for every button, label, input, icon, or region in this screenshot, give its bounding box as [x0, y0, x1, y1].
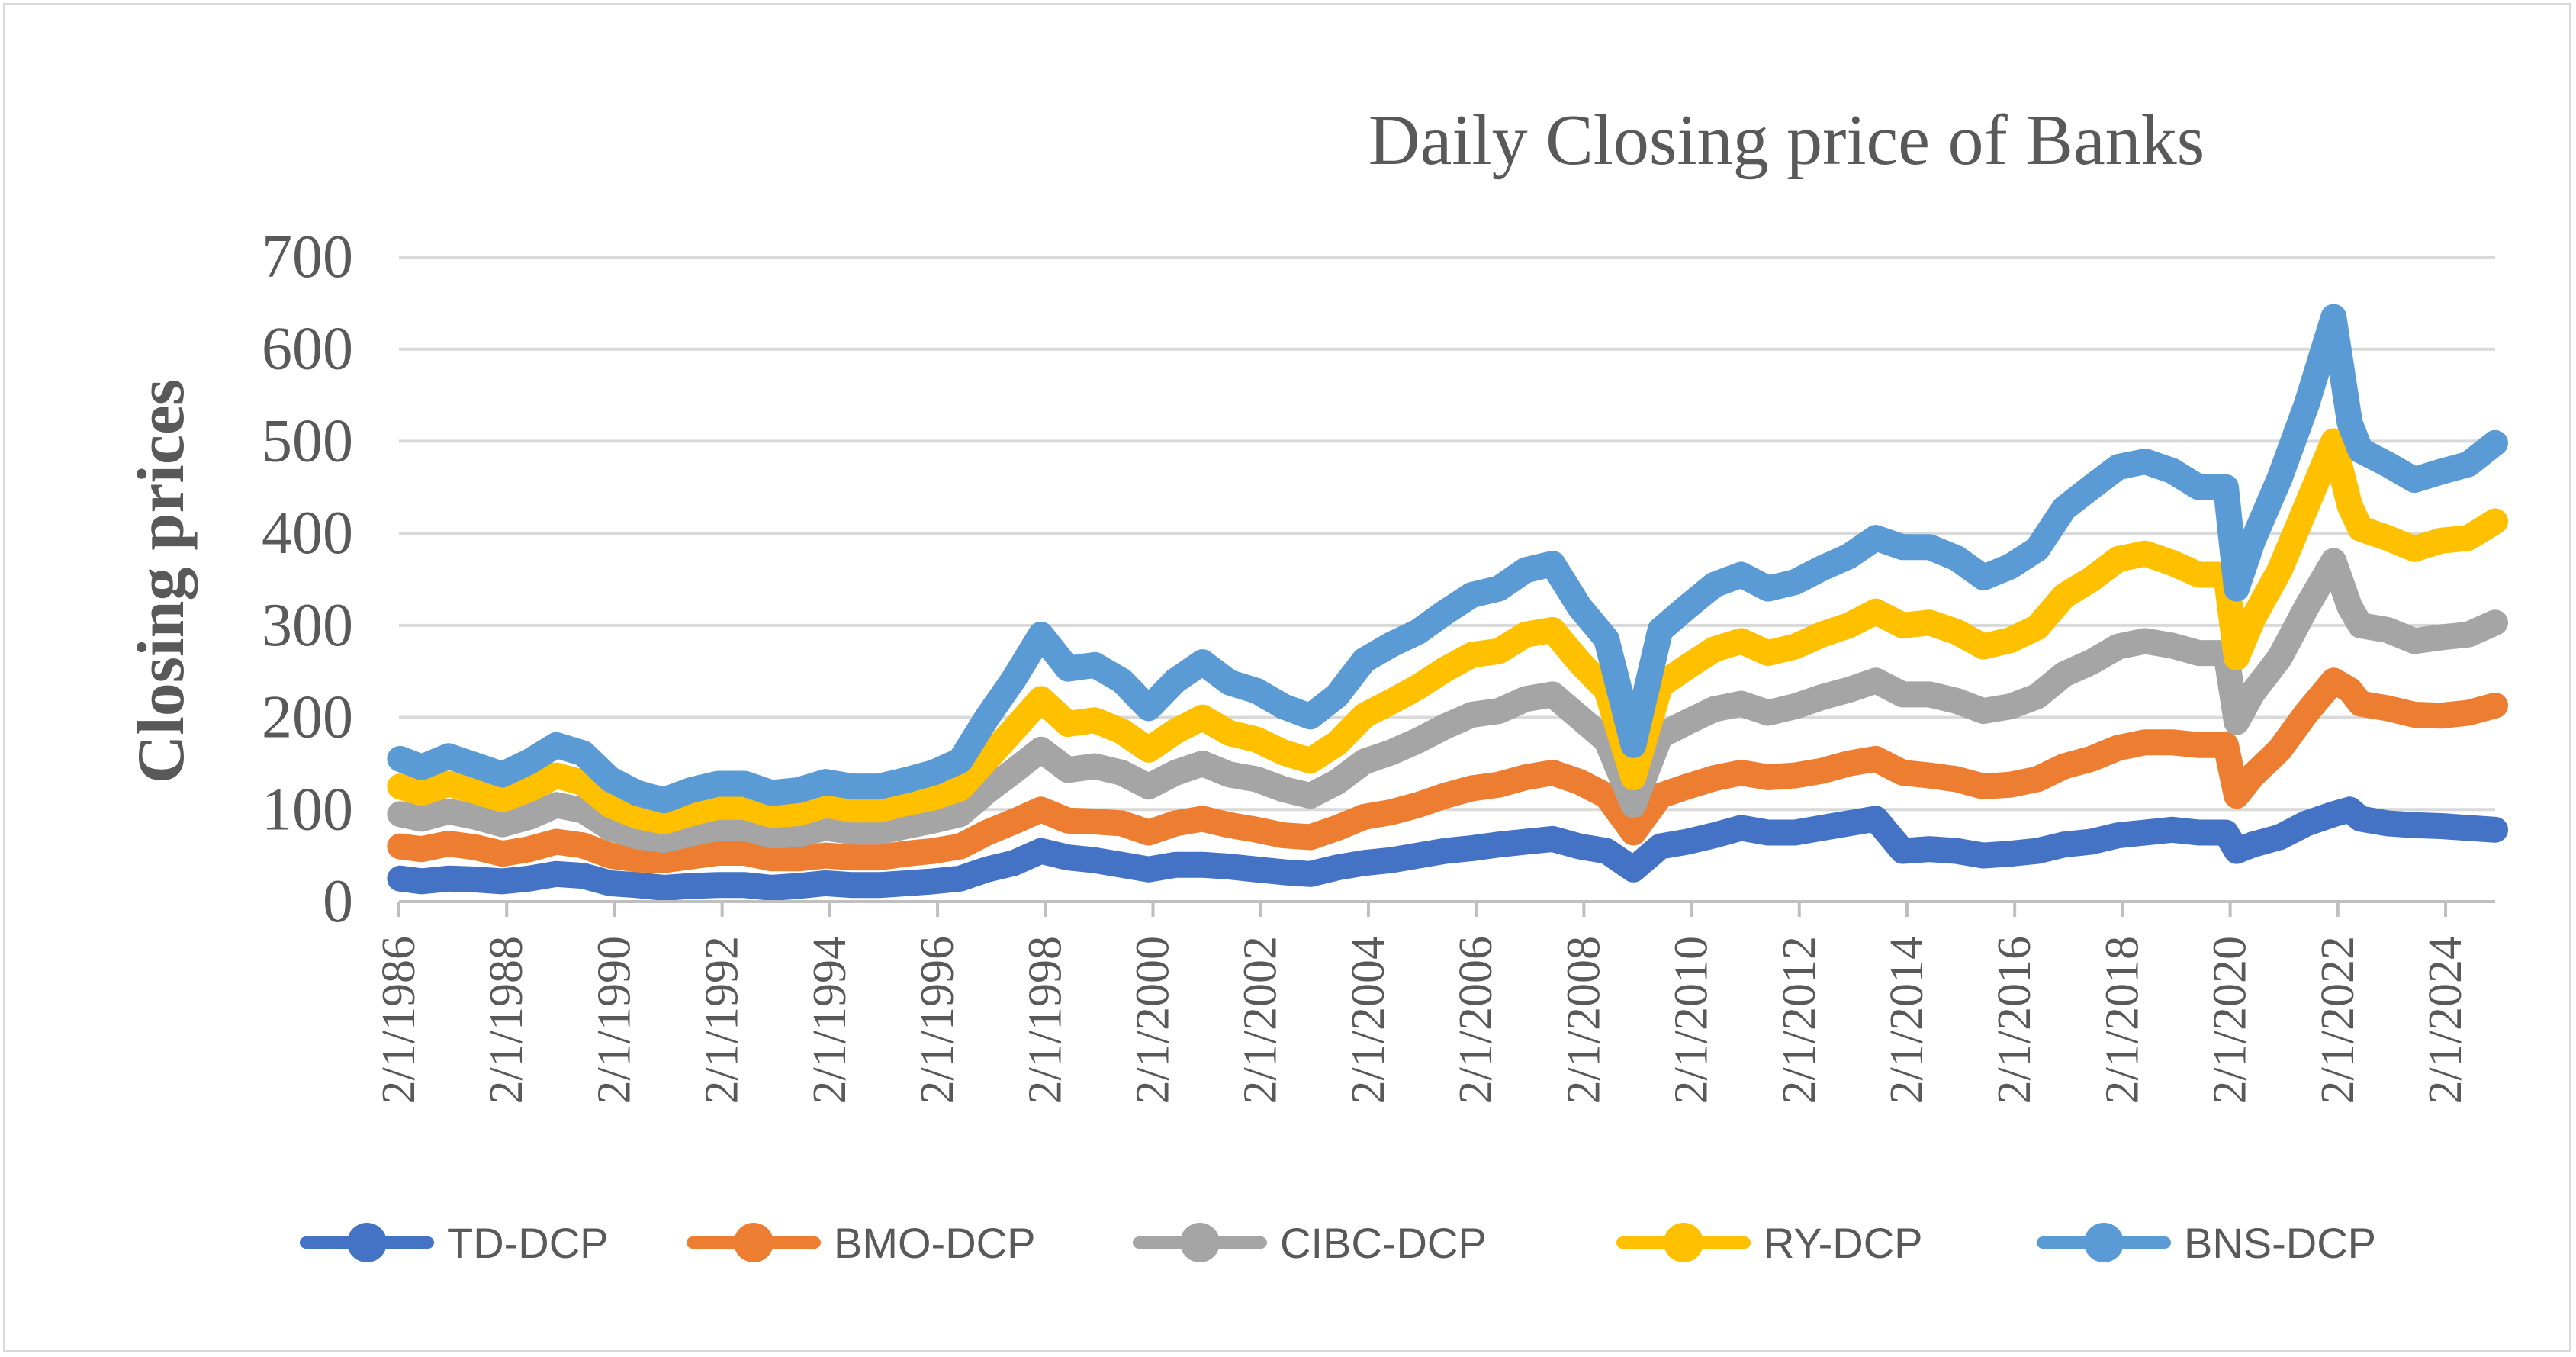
x-tick-label: 2/1/2012 — [1774, 936, 1825, 1104]
x-tick-label: 2/1/1992 — [696, 936, 748, 1104]
legend-item-td-dcp: TD-DCP — [300, 1219, 609, 1267]
x-tick-label: 2/1/1986 — [373, 936, 425, 1104]
y-tick-label: 700 — [262, 223, 353, 291]
legend-item-cibc-dcp: CIBC-DCP — [1133, 1219, 1487, 1267]
legend-marker — [1664, 1223, 1703, 1262]
legend-item-bns-dcp: BNS-DCP — [2037, 1219, 2376, 1267]
legend-marker — [734, 1223, 773, 1262]
chart-frame: Daily Closing price of Banks Closing pri… — [3, 3, 2571, 1352]
y-tick-label: 100 — [262, 776, 353, 843]
x-tick-label: 2/1/2020 — [2205, 936, 2256, 1104]
y-tick-label: 600 — [262, 316, 353, 383]
x-tick-label: 2/1/2002 — [1235, 936, 1287, 1104]
series-line-cibc-dcp — [387, 548, 2508, 854]
chart-title: Daily Closing price of Banks — [1368, 101, 2205, 180]
x-tick-label: 2/1/2022 — [2312, 936, 2364, 1104]
y-tick-labels: 0 100 200 300 400 500 600 700 — [262, 223, 353, 935]
x-tick-label: 2/1/2024 — [2420, 936, 2471, 1104]
y-tick-label: 400 — [262, 500, 353, 567]
y-axis-label: Closing prices — [124, 379, 198, 783]
series-line-bns-dcp — [387, 304, 2508, 814]
y-tick-label: 200 — [262, 684, 353, 751]
legend-label: RY-DCP — [1764, 1219, 1923, 1267]
series-line-ry-dcp — [387, 428, 2508, 834]
y-tick-label: 0 — [323, 868, 353, 935]
y-tick-label: 500 — [262, 407, 353, 474]
x-tick-label: 2/1/2000 — [1127, 936, 1179, 1104]
x-tick-label: 2/1/1996 — [912, 936, 963, 1104]
legend-label: BNS-DCP — [2184, 1219, 2376, 1267]
series-lines — [387, 304, 2508, 901]
legend-marker — [2084, 1223, 2124, 1262]
y-tick-label: 300 — [262, 592, 353, 659]
x-axis — [397, 900, 2495, 917]
x-tick-label: 2/1/1988 — [481, 936, 532, 1104]
x-tick-label: 2/1/1998 — [1019, 936, 1071, 1104]
x-tick-label: 2/1/2014 — [1881, 936, 1933, 1104]
x-tick-label: 2/1/1994 — [804, 936, 856, 1104]
legend-item-ry-dcp: RY-DCP — [1616, 1219, 1923, 1267]
legend-label: CIBC-DCP — [1280, 1219, 1487, 1267]
x-tick-label: 2/1/2008 — [1558, 936, 1610, 1104]
x-tick-labels: 2/1/1986 2/1/1988 2/1/1990 2/1/1992 2/1/1994… — [373, 936, 2471, 1104]
x-tick-label: 2/1/1990 — [588, 936, 640, 1104]
series-line-bmo-dcp — [387, 667, 2508, 873]
legend-label: BMO-DCP — [834, 1219, 1035, 1267]
legend-marker — [347, 1223, 387, 1262]
x-tick-label: 2/1/2010 — [1666, 936, 1718, 1104]
series-line-td-dcp — [387, 796, 2508, 901]
legend-marker — [1180, 1223, 1220, 1262]
chart: Daily Closing price of Banks Closing pri… — [124, 101, 2508, 1267]
legend-label: TD-DCP — [447, 1219, 609, 1267]
x-tick-label: 2/1/2018 — [2096, 936, 2148, 1104]
legend-item-bmo-dcp: BMO-DCP — [687, 1219, 1035, 1267]
x-tick-label: 2/1/2006 — [1450, 936, 1502, 1104]
legend: TD-DCP BMO-DCP CIBC-DCP RY-DCP BNS-DCP — [300, 1219, 2376, 1267]
x-tick-label: 2/1/2004 — [1343, 936, 1394, 1104]
x-tick-label: 2/1/2016 — [1989, 936, 2041, 1104]
